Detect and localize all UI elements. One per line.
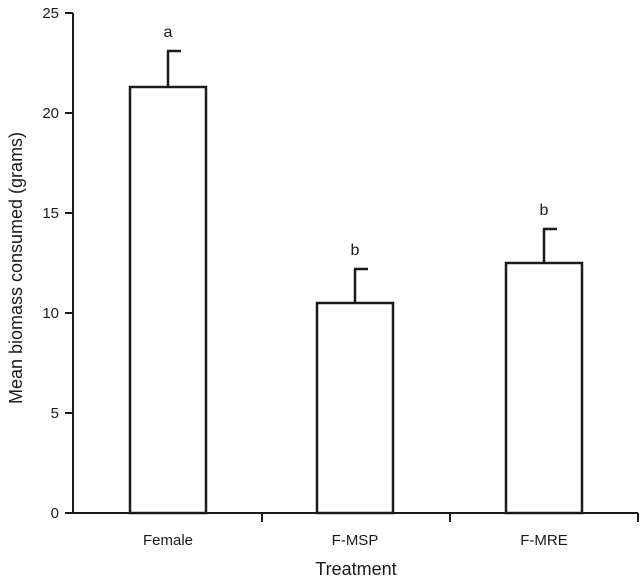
y-tick-label: 5: [51, 405, 59, 422]
x-tick-label: F-MSP: [332, 532, 379, 549]
x-axis-title: Treatment: [315, 559, 396, 579]
bar-f-msp: [315, 301, 395, 515]
x-tick-label: F-MRE: [520, 532, 568, 549]
bar-female: [128, 85, 208, 515]
significance-letter: a: [164, 24, 173, 41]
significance-letter: b: [540, 202, 549, 219]
x-axis: Female F-MSP F-MRE: [73, 512, 639, 549]
y-axis: 0 5 10 15 20 25: [42, 5, 74, 522]
bar-f-mre: [504, 261, 584, 515]
y-tick-label: 20: [42, 105, 59, 122]
x-tick-label: Female: [143, 532, 193, 549]
y-axis-title: Mean biomass consumed (grams): [6, 132, 26, 404]
bars: a b b: [128, 24, 584, 515]
y-tick-label: 0: [51, 505, 59, 522]
y-tick-label: 10: [42, 305, 59, 322]
y-tick-label: 15: [42, 205, 59, 222]
significance-letter: b: [351, 242, 360, 259]
y-tick-label: 25: [42, 5, 59, 22]
